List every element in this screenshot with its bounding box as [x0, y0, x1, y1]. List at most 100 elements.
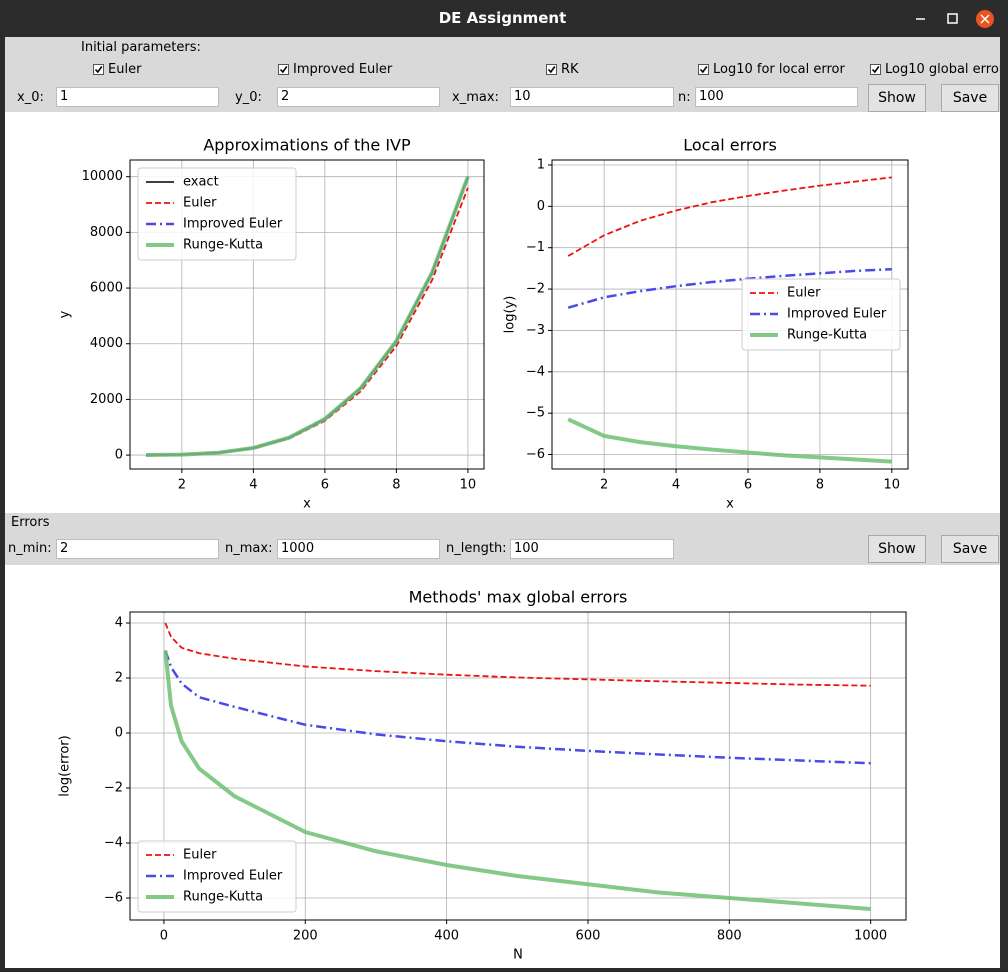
y-tick-label: −4 [526, 364, 545, 379]
app-window: DE Assignment 2 4 6 8 10 0 2000 4000 6000 8000 100… [5, 0, 1000, 968]
series-line [146, 187, 469, 456]
section-heading: Errors [11, 515, 50, 530]
legend: exact Euler Improved Euler Runge-Kutta [137, 167, 297, 261]
checkbox[interactable] [546, 64, 557, 75]
series-line [146, 176, 470, 457]
y-tick-label: 4000 [90, 336, 123, 351]
series-line [146, 176, 469, 456]
x-tick-label: 1000 [854, 929, 887, 944]
field-label: x_max: [452, 90, 499, 105]
series-line [164, 650, 871, 765]
y-tick-label: 2 [115, 671, 123, 686]
text-input[interactable]: 10 [510, 87, 674, 107]
y-tick-label: −3 [526, 323, 545, 338]
chart-title: Methods' max global errors [409, 588, 628, 607]
legend: Euler Improved Euler Runge-Kutta [741, 278, 901, 351]
legend-label: Runge-Kutta [787, 328, 867, 343]
maximize-button[interactable] [947, 13, 958, 24]
y-tick-label: 2000 [90, 392, 123, 407]
legend-label: Improved Euler [183, 869, 283, 884]
field-label: y_0: [235, 90, 262, 105]
x-tick-label: 4 [249, 478, 257, 493]
plot-frame [129, 611, 907, 921]
text-input[interactable]: 2 [56, 539, 219, 559]
legend-label: Euler [183, 848, 217, 863]
series-line [146, 175, 470, 458]
x-axis-label: x [303, 497, 311, 512]
chart-title: Local errors [683, 136, 777, 155]
plot-frame [551, 159, 909, 470]
x-tick-label: 10 [460, 478, 477, 493]
text-input[interactable]: 100 [695, 87, 858, 107]
field-label: n_length: [446, 541, 507, 556]
field-label: x_0: [17, 90, 44, 105]
checkbox[interactable] [93, 64, 104, 75]
y-tick-label: −2 [104, 781, 123, 796]
legend-label: Runge-Kutta [183, 890, 263, 905]
x-tick-label: 8 [392, 478, 400, 493]
text-input[interactable]: 1 [56, 87, 219, 107]
y-tick-label: −6 [526, 447, 545, 462]
y-tick-label: 0 [115, 726, 123, 741]
legend-label: Euler [183, 196, 217, 211]
chart: 2 4 6 8 10 −6 −5 −4 −3 −2 −1 0 1 Local errors x log(y) E… [503, 136, 909, 512]
chart: 2 4 6 8 10 0 2000 4000 6000 8000 10000 Approximatio… [58, 136, 485, 512]
button[interactable]: Show [868, 535, 926, 563]
x-tick-label: 10 [884, 478, 901, 493]
checkbox[interactable] [278, 64, 289, 75]
legend: Euler Improved Euler Runge-Kutta [137, 840, 297, 913]
text-input[interactable]: 100 [510, 539, 674, 559]
x-tick-label: 0 [160, 929, 168, 944]
legend-label: Improved Euler [787, 307, 887, 322]
text-input[interactable]: 1000 [277, 539, 440, 559]
text-input[interactable]: 2 [277, 87, 440, 107]
x-tick-label: 800 [717, 929, 742, 944]
series-line [567, 176, 892, 257]
x-tick-label: 8 [816, 478, 824, 493]
x-axis-label: N [513, 948, 523, 963]
section-heading: Initial parameters: [81, 40, 201, 55]
x-tick-label: 4 [672, 478, 680, 493]
button[interactable]: Save [941, 84, 999, 112]
legend-box [741, 278, 901, 351]
x-tick-label: 400 [434, 929, 459, 944]
legend-box [137, 167, 297, 261]
legend-label: exact [183, 175, 219, 190]
x-tick-label: 6 [744, 478, 752, 493]
checkbox-label: Euler [108, 62, 142, 77]
y-tick-label: −6 [104, 891, 123, 906]
plot-frame [129, 159, 485, 470]
x-tick-label: 600 [576, 929, 601, 944]
chart-title: Approximations of the IVP [203, 136, 411, 155]
series-line [567, 267, 892, 309]
y-tick-label: 0 [537, 199, 545, 214]
y-tick-label: 0 [115, 448, 123, 463]
series-line [567, 417, 892, 464]
y-axis-label: log(error) [58, 735, 73, 796]
checkbox[interactable] [870, 64, 881, 75]
x-axis-label: x [726, 497, 734, 512]
y-tick-label: 6000 [90, 281, 123, 296]
y-tick-label: −4 [104, 836, 123, 851]
button[interactable]: Save [941, 535, 999, 563]
checkbox-label: Log10 global error [885, 62, 1000, 77]
checkbox[interactable] [698, 64, 709, 75]
y-tick-label: 8000 [90, 225, 123, 240]
checkbox-label: Improved Euler [293, 62, 393, 77]
checkbox-label: Log10 for local error [713, 62, 845, 77]
x-tick-label: 6 [321, 478, 329, 493]
x-tick-label: 200 [293, 929, 318, 944]
series-line [163, 650, 871, 911]
y-tick-label: −1 [526, 240, 545, 255]
checkbox-label: RK [561, 62, 579, 77]
legend-label: Euler [787, 286, 821, 301]
x-tick-label: 2 [600, 478, 608, 493]
y-axis-label: y [58, 310, 73, 318]
y-axis-label: log(y) [503, 296, 518, 334]
chart: 0 200 400 600 800 1000 −6 −4 −2 0 2 4 Methods' max g… [58, 588, 907, 963]
button[interactable]: Show [868, 84, 926, 112]
field-label: n: [678, 90, 691, 105]
legend-label: Runge-Kutta [183, 238, 263, 253]
x-tick-label: 2 [178, 478, 186, 493]
field-label: n_max: [225, 541, 273, 556]
